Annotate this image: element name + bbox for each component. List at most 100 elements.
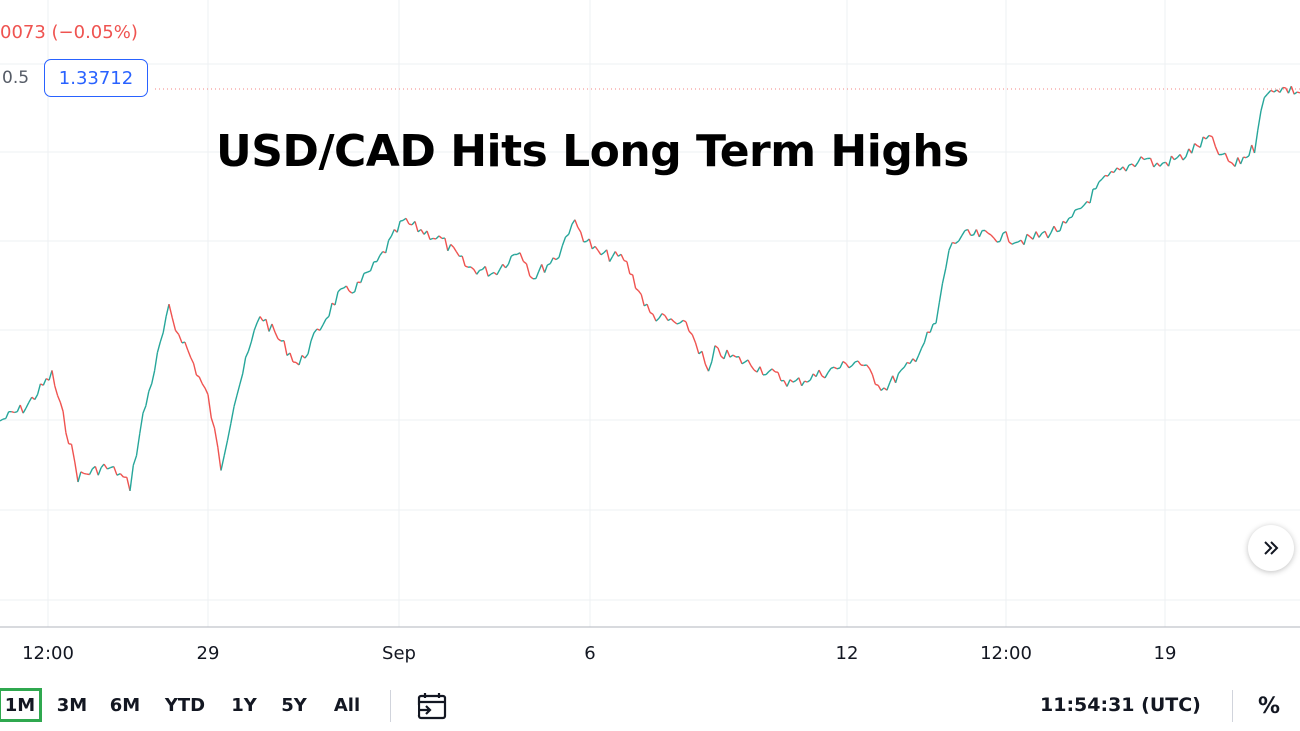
price-segment: [741, 361, 746, 365]
range-button-ytd[interactable]: YTD: [164, 694, 206, 716]
price-segment: [606, 249, 611, 262]
price-segment: [929, 323, 934, 333]
price-segment: [786, 379, 791, 387]
price-segment: [162, 316, 167, 333]
price-segment: [990, 234, 995, 239]
price-segment: [894, 373, 900, 384]
price-segment: [1014, 241, 1019, 244]
price-segment: [842, 360, 847, 365]
price-segment: [565, 233, 570, 238]
price-segment: [568, 223, 573, 235]
price-segment: [632, 274, 637, 289]
grid: [0, 0, 1300, 627]
price-segment: [399, 219, 404, 222]
price-segment: [1011, 242, 1016, 245]
price-segment: [1053, 225, 1058, 232]
x-tick-label: 6: [584, 643, 596, 664]
price-segment: [765, 370, 770, 376]
price-segment: [80, 471, 85, 475]
price-segment: [438, 235, 443, 239]
price-segment: [1273, 89, 1278, 93]
range-button-3m[interactable]: 3M: [56, 694, 88, 716]
price-segment: [932, 322, 937, 325]
price-segment: [906, 361, 911, 365]
price-segment: [210, 417, 216, 429]
price-segment: [1287, 85, 1292, 94]
price-segment: [798, 377, 803, 387]
price-segment: [181, 341, 186, 344]
price-segment: [871, 374, 876, 385]
range-button-5y[interactable]: 5Y: [281, 694, 307, 716]
price-segment: [435, 235, 440, 240]
price-segment: [190, 357, 195, 364]
price-segment: [577, 226, 582, 233]
price-segment: [54, 385, 59, 396]
price-segment: [484, 266, 489, 277]
price-segment: [620, 254, 625, 261]
price-segment: [337, 288, 342, 293]
price-segment: [159, 332, 164, 343]
price-segment: [256, 316, 261, 324]
price-segment: [360, 273, 365, 283]
scroll-to-realtime-button[interactable]: [1248, 525, 1294, 571]
price-segment: [473, 269, 478, 275]
price-segment: [253, 322, 258, 331]
current-price-box[interactable]: 1.33712: [44, 59, 148, 97]
price-segment: [1062, 220, 1067, 224]
price-segment: [464, 265, 469, 268]
price-segment: [600, 252, 605, 256]
price-segment: [1065, 217, 1070, 224]
price-segment: [65, 432, 70, 444]
price-segment: [588, 238, 593, 250]
price-segment: [836, 367, 841, 370]
price-segment: [1080, 204, 1085, 209]
price-segment: [298, 355, 303, 366]
price-segment: [711, 345, 716, 362]
price-segment: [1095, 181, 1100, 189]
range-button-1y[interactable]: 1Y: [231, 694, 257, 716]
price-segment: [571, 219, 576, 225]
price-segment: [547, 262, 551, 266]
price-segment: [1047, 232, 1052, 239]
price-segment: [5, 411, 10, 419]
price-segment: [529, 275, 534, 280]
price-segment: [561, 236, 567, 247]
price-segment: [396, 221, 401, 233]
price-segment: [1110, 170, 1115, 174]
price-segment: [1202, 136, 1207, 140]
price-segment: [952, 241, 956, 245]
price-segment: [70, 444, 76, 463]
price-segment: [476, 269, 481, 275]
chart-area[interactable]: 0073 (−0.05%) 0.5 1.33712 USD/CAD Hits L…: [0, 0, 1300, 628]
price-segment: [649, 311, 654, 315]
price-segment: [892, 375, 897, 384]
price-segment: [126, 477, 131, 492]
price-segment: [499, 263, 504, 270]
price-segment: [1035, 231, 1040, 238]
price-segment: [83, 472, 87, 475]
price-segment: [635, 287, 639, 292]
price-segment: [151, 370, 156, 384]
price-segment: [51, 370, 56, 387]
price-segment: [676, 322, 681, 325]
price-segment: [1248, 144, 1253, 157]
percent-scale-toggle[interactable]: %: [1258, 694, 1281, 719]
range-button-6m[interactable]: 6M: [109, 694, 141, 716]
price-segment: [1214, 146, 1220, 155]
price-segment: [1068, 216, 1073, 219]
price-segment: [201, 383, 206, 389]
price-segment: [2, 417, 6, 420]
range-button-1m[interactable]: 1M: [0, 688, 42, 722]
price-segment: [958, 235, 963, 242]
price-segment: [938, 283, 944, 303]
price-segment: [1179, 154, 1184, 161]
price-segment: [77, 471, 82, 483]
range-button-all[interactable]: All: [333, 694, 361, 716]
price-segment: [1125, 164, 1130, 172]
price-segment: [390, 229, 395, 237]
utc-clock[interactable]: 11:54:31 (UTC): [1040, 694, 1201, 716]
price-segment: [139, 412, 144, 434]
x-tick-label: 12: [835, 643, 859, 664]
calendar-arrow-icon[interactable]: [414, 690, 450, 722]
price-chart[interactable]: [0, 0, 1300, 628]
